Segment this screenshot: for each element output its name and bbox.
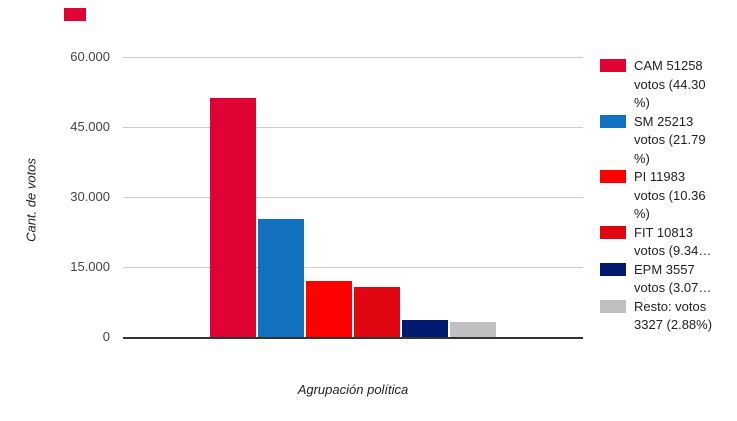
legend-swatch-sm <box>600 114 626 128</box>
legend-entry-fit: FIT 10813 votos (9.34… <box>600 224 737 261</box>
legend-entry-epm: EPM 3557 votos (3.07… <box>600 261 737 298</box>
legend-swatch-cam <box>600 59 626 72</box>
legend-label-fit: FIT 10813 votos (9.34… <box>634 224 712 259</box>
legend-swatch-fit <box>600 225 626 239</box>
gridline-60000 <box>123 57 583 58</box>
y-tick-label-30000: 30.000 <box>70 189 110 204</box>
y-tick-label-60000: 60.000 <box>70 49 110 64</box>
bars-row <box>210 97 496 337</box>
legend-swatch-resto <box>600 299 626 313</box>
red-marker <box>64 8 86 21</box>
legend-entry-pi: PI 11983 votos (10.36%) <box>600 168 737 224</box>
legend-label-resto: Resto: votos 3327 (2.88%) <box>634 298 713 333</box>
y-axis-title: Cant. de votos <box>23 158 39 242</box>
legend-entry-resto: Resto: votos 3327 (2.88%) <box>600 298 737 335</box>
legend-swatch-epm <box>600 262 626 276</box>
y-tick-label-0: 0 <box>102 329 110 344</box>
legend-label-sm: SM 25213 votos (21.79%) <box>634 113 706 166</box>
y-tick-label-15000: 15.000 <box>70 259 110 274</box>
bar-epm[interactable] <box>402 320 448 337</box>
bar-fit[interactable] <box>354 286 400 337</box>
bar-resto[interactable] <box>450 321 496 337</box>
legend-swatch-pi <box>600 170 626 183</box>
legend-label-epm: EPM 3557 votos (3.07… <box>634 261 712 296</box>
chart-legend: CAM 51258 votos (44.30%) SM 25213 votos (21… <box>600 57 737 335</box>
bar-cam[interactable] <box>210 97 256 337</box>
legend-label-cam: CAM 51258 votos (44.30%) <box>634 58 706 110</box>
gridline-30000 <box>123 197 583 198</box>
gridline-15000 <box>123 267 583 268</box>
bar-sm[interactable] <box>258 219 304 337</box>
y-tick-label-45000: 45.000 <box>70 119 110 134</box>
legend-entry-sm: SM 25213 votos (21.79%) <box>600 113 737 169</box>
legend-label-pi: PI 11983 votos (10.36%) <box>634 169 706 221</box>
legend-entry-cam: CAM 51258 votos (44.30%) <box>600 57 737 113</box>
plot-area <box>123 57 583 339</box>
x-axis-title: Agrupación política <box>297 382 409 397</box>
bar-pi[interactable] <box>306 281 352 337</box>
gridline-45000 <box>123 127 583 128</box>
